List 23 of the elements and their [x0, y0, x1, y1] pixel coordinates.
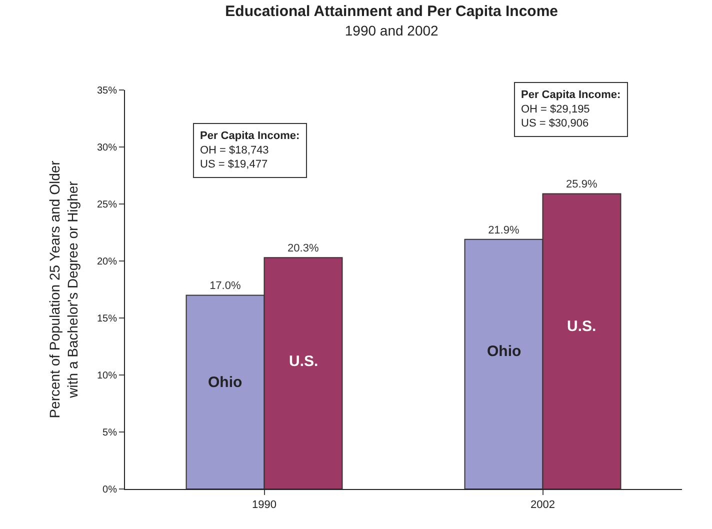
- data-label: 20.3%: [288, 242, 319, 255]
- y-tick-label: 25%: [96, 200, 118, 210]
- annotation: Per Capita Income: OH = $29,195 US = $30,906: [521, 89, 621, 130]
- data-label: 17.0%: [210, 280, 241, 292]
- text: Ohio: [208, 374, 242, 391]
- y-tick-label: 0%: [102, 484, 118, 496]
- y-tick-label: 20%: [96, 256, 118, 268]
- data-label: 25.9%: [566, 178, 598, 191]
- data-label: 21.9%: [488, 224, 520, 236]
- series-label: Ohio: [487, 343, 522, 360]
- y-tick-label: 10%: [96, 370, 118, 382]
- series-label: U.S.: [289, 353, 318, 370]
- chart-title: Educational Attainment and Per Capita Income: [225, 2, 558, 20]
- chart-subtitle: 1990 and 2002: [344, 22, 439, 38]
- y-tick-label: 5%: [102, 428, 118, 438]
- y-tick-label: 35%: [96, 86, 118, 96]
- text: U.S.: [567, 318, 596, 335]
- y-tick-label: 30%: [96, 142, 118, 154]
- x-tick-label: 1990: [252, 499, 276, 512]
- x-tick-label: 2002: [530, 499, 555, 512]
- annotation: Per Capita Income: OH = $18,743 US = $19,477: [200, 130, 300, 171]
- y-tick-label: 15%: [96, 314, 118, 324]
- y-axis-title: Percent of Population 25 Years and Older with a Bachelor's Degree or Higher: [46, 160, 81, 418]
